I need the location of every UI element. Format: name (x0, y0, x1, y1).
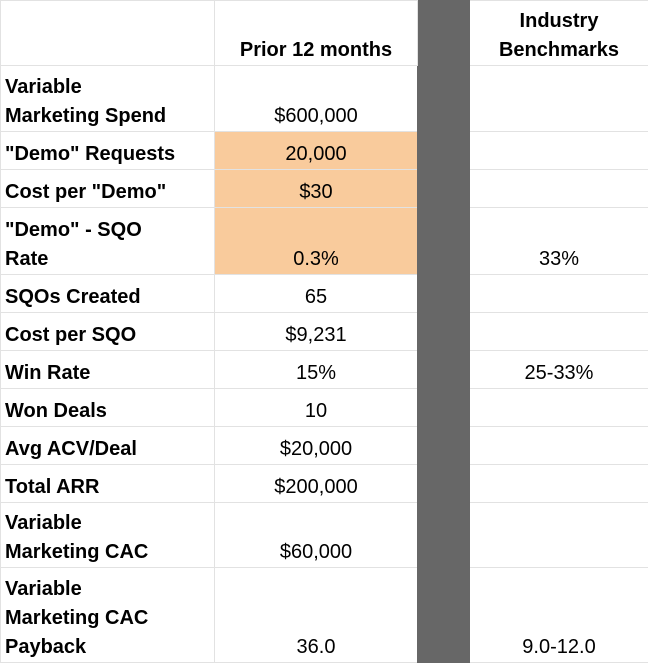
row-label: Avg ACV/Deal (0, 426, 215, 465)
prior-value: $20,000 (214, 426, 418, 465)
column-separator (417, 0, 470, 663)
prior-value: 0.3% (214, 207, 418, 275)
row-label: Cost per "Demo" (0, 169, 215, 208)
prior-value: 10 (214, 388, 418, 427)
header-empty-cell (0, 0, 215, 66)
benchmark-value (469, 65, 648, 132)
table-row: SQOs Created 65 (0, 274, 648, 313)
benchmark-value (469, 312, 648, 351)
prior-value: $60,000 (214, 502, 418, 568)
row-label: Win Rate (0, 350, 215, 389)
benchmark-value (469, 274, 648, 313)
table-row: Avg ACV/Deal $20,000 (0, 426, 648, 465)
row-label: Variable Marketing CAC Payback (0, 567, 215, 663)
benchmark-value (469, 131, 648, 170)
benchmark-value (469, 502, 648, 568)
row-label: Variable Marketing CAC (0, 502, 215, 568)
table-row: Cost per "Demo" $30 (0, 169, 648, 208)
table-row: Win Rate 15% 25-33% (0, 350, 648, 389)
table-row: "Demo" - SQO Rate 0.3% 33% (0, 207, 648, 275)
header-prior-12-months: Prior 12 months (214, 0, 418, 66)
row-label: "Demo" Requests (0, 131, 215, 170)
prior-value: 65 (214, 274, 418, 313)
row-label: Total ARR (0, 464, 215, 503)
prior-value: 20,000 (214, 131, 418, 170)
prior-value: $200,000 (214, 464, 418, 503)
row-label: SQOs Created (0, 274, 215, 313)
benchmark-value: 33% (469, 207, 648, 275)
table-row: Variable Marketing Spend $600,000 (0, 65, 648, 132)
benchmark-value (469, 388, 648, 427)
row-label: Variable Marketing Spend (0, 65, 215, 132)
benchmark-value: 25-33% (469, 350, 648, 389)
benchmark-value (469, 169, 648, 208)
benchmark-value (469, 464, 648, 503)
benchmark-value: 9.0-12.0 (469, 567, 648, 663)
prior-value: $30 (214, 169, 418, 208)
table-row: Won Deals 10 (0, 388, 648, 427)
row-label: Cost per SQO (0, 312, 215, 351)
table-row: Variable Marketing CAC $60,000 (0, 502, 648, 568)
table-row: Total ARR $200,000 (0, 464, 648, 503)
row-label: Won Deals (0, 388, 215, 427)
prior-value: $600,000 (214, 65, 418, 132)
header-industry-benchmarks: Industry Benchmarks (469, 0, 648, 66)
row-label: "Demo" - SQO Rate (0, 207, 215, 275)
prior-value: 36.0 (214, 567, 418, 663)
prior-value: 15% (214, 350, 418, 389)
table-row: Cost per SQO $9,231 (0, 312, 648, 351)
table-row: Variable Marketing CAC Payback 36.0 9.0-12… (0, 567, 648, 663)
prior-value: $9,231 (214, 312, 418, 351)
benchmark-value (469, 426, 648, 465)
table-row: "Demo" Requests 20,000 (0, 131, 648, 170)
